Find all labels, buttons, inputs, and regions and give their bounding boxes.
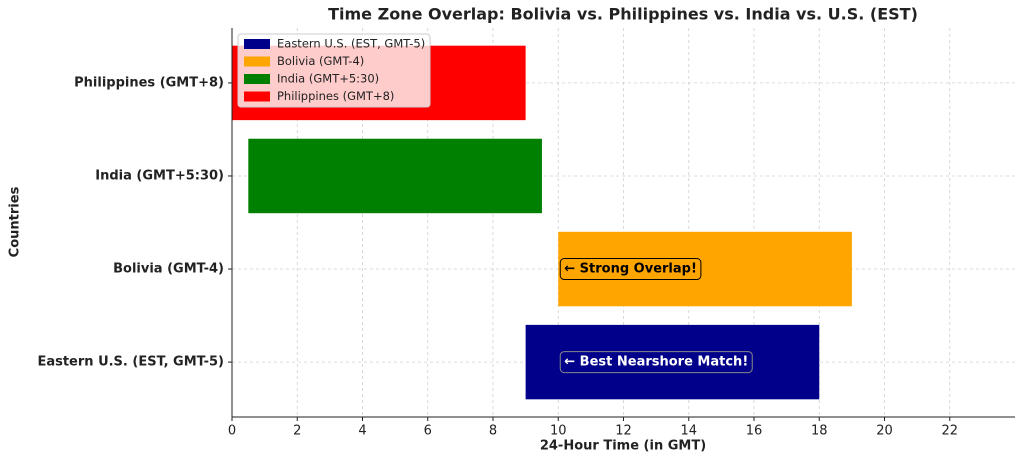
annotation-box: [559, 258, 702, 281]
x-tick-label: 12: [615, 424, 632, 439]
x-tick-label: 10: [550, 424, 567, 439]
x-axis-label: 24-Hour Time (in GMT): [540, 439, 706, 454]
y-tick-label: India (GMT+5:30): [95, 168, 224, 183]
y-tick-label: Philippines (GMT+8): [74, 75, 224, 90]
bar: [248, 138, 542, 214]
y-axis-label: Countries: [8, 186, 23, 257]
x-tick-label: 4: [358, 424, 366, 439]
legend-label: Bolivia (GMT-4): [277, 54, 364, 68]
x-tick-label: 16: [746, 424, 763, 439]
x-tick-label: 18: [811, 424, 828, 439]
x-tick-label: 14: [680, 424, 697, 439]
legend-swatch: [244, 91, 270, 102]
x-tick-label: 22: [941, 424, 958, 439]
x-tick-label: 2: [293, 424, 301, 439]
legend-label: Eastern U.S. (EST, GMT-5): [277, 37, 425, 51]
annotation-text: ← Best Nearshore Match!: [564, 355, 748, 370]
x-tick-label: 6: [424, 424, 432, 439]
annotation: ← Best Nearshore Match!: [559, 351, 753, 374]
legend-swatch: [244, 74, 270, 84]
y-tick-label: Eastern U.S. (EST, GMT-5): [37, 355, 224, 370]
annotation-box: [559, 351, 753, 374]
x-tick-label: 20: [876, 424, 893, 439]
y-tick-label: Bolivia (GMT-4): [113, 262, 224, 277]
legend-label: Philippines (GMT+8): [277, 89, 394, 103]
legend-box: [237, 33, 431, 108]
x-tick-label: 0: [228, 424, 236, 439]
annotation: ← Strong Overlap!: [559, 258, 702, 281]
legend-label: India (GMT+5:30): [277, 72, 379, 86]
legend-swatch: [244, 39, 270, 49]
chart-title: Time Zone Overlap: Bolivia vs. Philippin…: [328, 5, 918, 24]
legend: Eastern U.S. (EST, GMT-5) Bolivia (GMT-4)…: [237, 33, 431, 108]
legend-swatch: [244, 56, 270, 67]
x-tick-label: 8: [489, 424, 497, 439]
annotation-text: ← Strong Overlap!: [564, 262, 697, 277]
